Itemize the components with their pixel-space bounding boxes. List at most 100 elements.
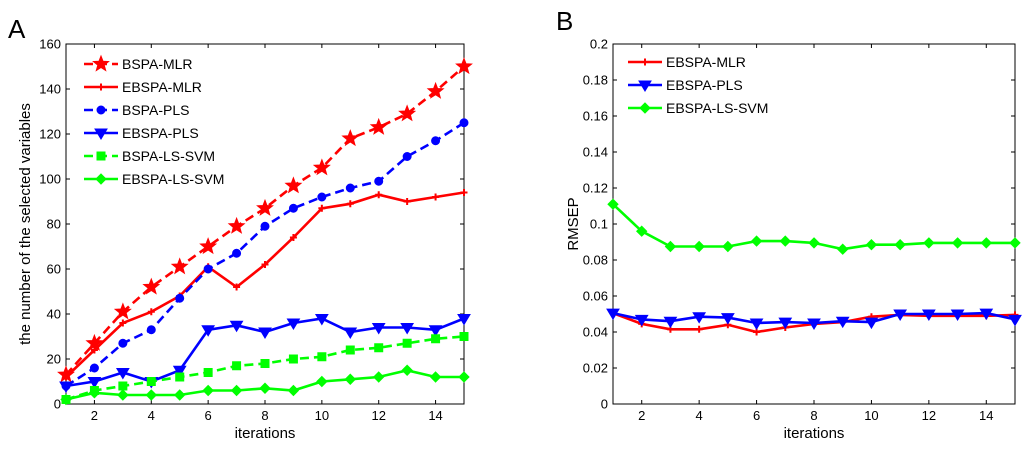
data-point bbox=[318, 204, 326, 212]
data-point bbox=[260, 359, 270, 368]
data-point bbox=[373, 371, 385, 383]
y-tick-label: 120 bbox=[39, 127, 61, 142]
y-tick-label: 0.04 bbox=[583, 325, 608, 340]
chart-b: 2 4 6 8 10 12 14 0 0.02 0.04 0.06 0.08 0.1 0.12 0.14 0.… bbox=[565, 37, 1022, 442]
legend-entry: EBSPA-MLR bbox=[666, 54, 746, 70]
data-point bbox=[607, 198, 619, 210]
data-point bbox=[749, 318, 764, 330]
x-tick-label: 12 bbox=[922, 408, 936, 423]
data-point bbox=[401, 364, 413, 376]
data-point bbox=[606, 308, 620, 321]
legend-entry: EBSPA-LS-SVM bbox=[666, 100, 768, 116]
data-point bbox=[894, 238, 906, 251]
data-point bbox=[60, 393, 72, 406]
data-point bbox=[316, 375, 328, 388]
data-point bbox=[175, 372, 185, 382]
data-point bbox=[314, 314, 329, 326]
data-point bbox=[286, 318, 301, 330]
data-point bbox=[146, 377, 156, 386]
data-point bbox=[175, 293, 185, 303]
data-point bbox=[233, 283, 241, 291]
data-point bbox=[951, 237, 964, 249]
legend-marker bbox=[96, 151, 106, 161]
series-ebspa-pls bbox=[606, 308, 1022, 330]
data-point bbox=[429, 371, 442, 383]
x-axis-label: iterations bbox=[784, 425, 845, 442]
y-tick-label: 80 bbox=[47, 217, 61, 232]
x-tick-label: 6 bbox=[753, 408, 760, 423]
data-point bbox=[835, 316, 850, 329]
y-tick-label: 0.2 bbox=[590, 37, 608, 52]
y-tick-label: 0.18 bbox=[583, 73, 608, 88]
data-point bbox=[232, 248, 242, 258]
data-point bbox=[201, 325, 216, 337]
data-point bbox=[636, 225, 648, 237]
legend-entry: BSPA-PLS bbox=[122, 102, 189, 118]
y-tick-label: 40 bbox=[47, 307, 61, 322]
y-tick-label: 0.1 bbox=[590, 217, 608, 232]
data-point bbox=[170, 257, 189, 275]
data-point bbox=[113, 302, 132, 320]
data-point bbox=[87, 377, 102, 389]
data-point bbox=[980, 237, 992, 249]
y-tick-label: 0.02 bbox=[583, 361, 608, 376]
data-point bbox=[174, 389, 186, 401]
y-tick-label: 140 bbox=[39, 82, 61, 97]
data-point bbox=[402, 338, 412, 348]
data-point bbox=[343, 327, 358, 339]
data-point bbox=[459, 332, 469, 341]
data-point bbox=[722, 240, 734, 253]
data-point bbox=[115, 368, 130, 380]
legend-marker bbox=[94, 128, 108, 140]
x-tick-label: 12 bbox=[371, 408, 385, 423]
x-tick-label: 8 bbox=[810, 408, 817, 423]
data-point bbox=[142, 277, 161, 295]
x-axis-label: iterations bbox=[235, 425, 296, 442]
data-point bbox=[229, 320, 244, 333]
data-point bbox=[147, 308, 155, 316]
plot-area bbox=[612, 43, 1016, 405]
data-point bbox=[117, 389, 129, 401]
data-point bbox=[230, 384, 243, 397]
data-point bbox=[345, 345, 355, 355]
legend: EBSPA-MLR EBSPA-PLS EBSPA-LS-SVM bbox=[628, 54, 768, 116]
y-axis-label: the number of the selected variables bbox=[17, 103, 34, 345]
data-point bbox=[374, 343, 384, 353]
data-point bbox=[720, 313, 735, 325]
legend-marker bbox=[638, 80, 652, 92]
x-tick-label: 4 bbox=[148, 408, 155, 423]
data-point bbox=[288, 203, 298, 213]
data-point bbox=[88, 387, 101, 399]
y-tick-label: 0 bbox=[54, 397, 61, 412]
legend-entry: BSPA-MLR bbox=[122, 56, 193, 72]
series-bspa-pls bbox=[61, 118, 469, 391]
data-point bbox=[460, 189, 468, 196]
data-point bbox=[256, 198, 274, 216]
data-point bbox=[431, 136, 441, 146]
data-point bbox=[199, 237, 218, 255]
x-tick-label: 2 bbox=[91, 408, 98, 423]
data-point bbox=[146, 325, 156, 335]
legend-marker bbox=[96, 105, 106, 115]
series-ebspa-ls-svm bbox=[607, 198, 1021, 255]
data-point bbox=[664, 240, 677, 253]
x-tick-label: 10 bbox=[864, 408, 878, 423]
data-point bbox=[403, 198, 411, 205]
data-point bbox=[261, 261, 269, 268]
data-point bbox=[375, 191, 383, 199]
data-point bbox=[232, 361, 242, 371]
data-point bbox=[317, 352, 327, 362]
data-point bbox=[90, 346, 98, 354]
y-axis-label: RMSEP bbox=[565, 197, 582, 250]
legend-marker bbox=[641, 58, 649, 66]
data-point bbox=[426, 81, 445, 99]
data-point bbox=[695, 325, 703, 333]
data-point bbox=[172, 365, 187, 378]
data-point bbox=[89, 363, 99, 373]
data-point bbox=[119, 319, 127, 327]
panel-label-a: A bbox=[8, 14, 26, 44]
data-point bbox=[457, 314, 471, 326]
data-point bbox=[260, 221, 270, 231]
data-point bbox=[402, 152, 412, 161]
